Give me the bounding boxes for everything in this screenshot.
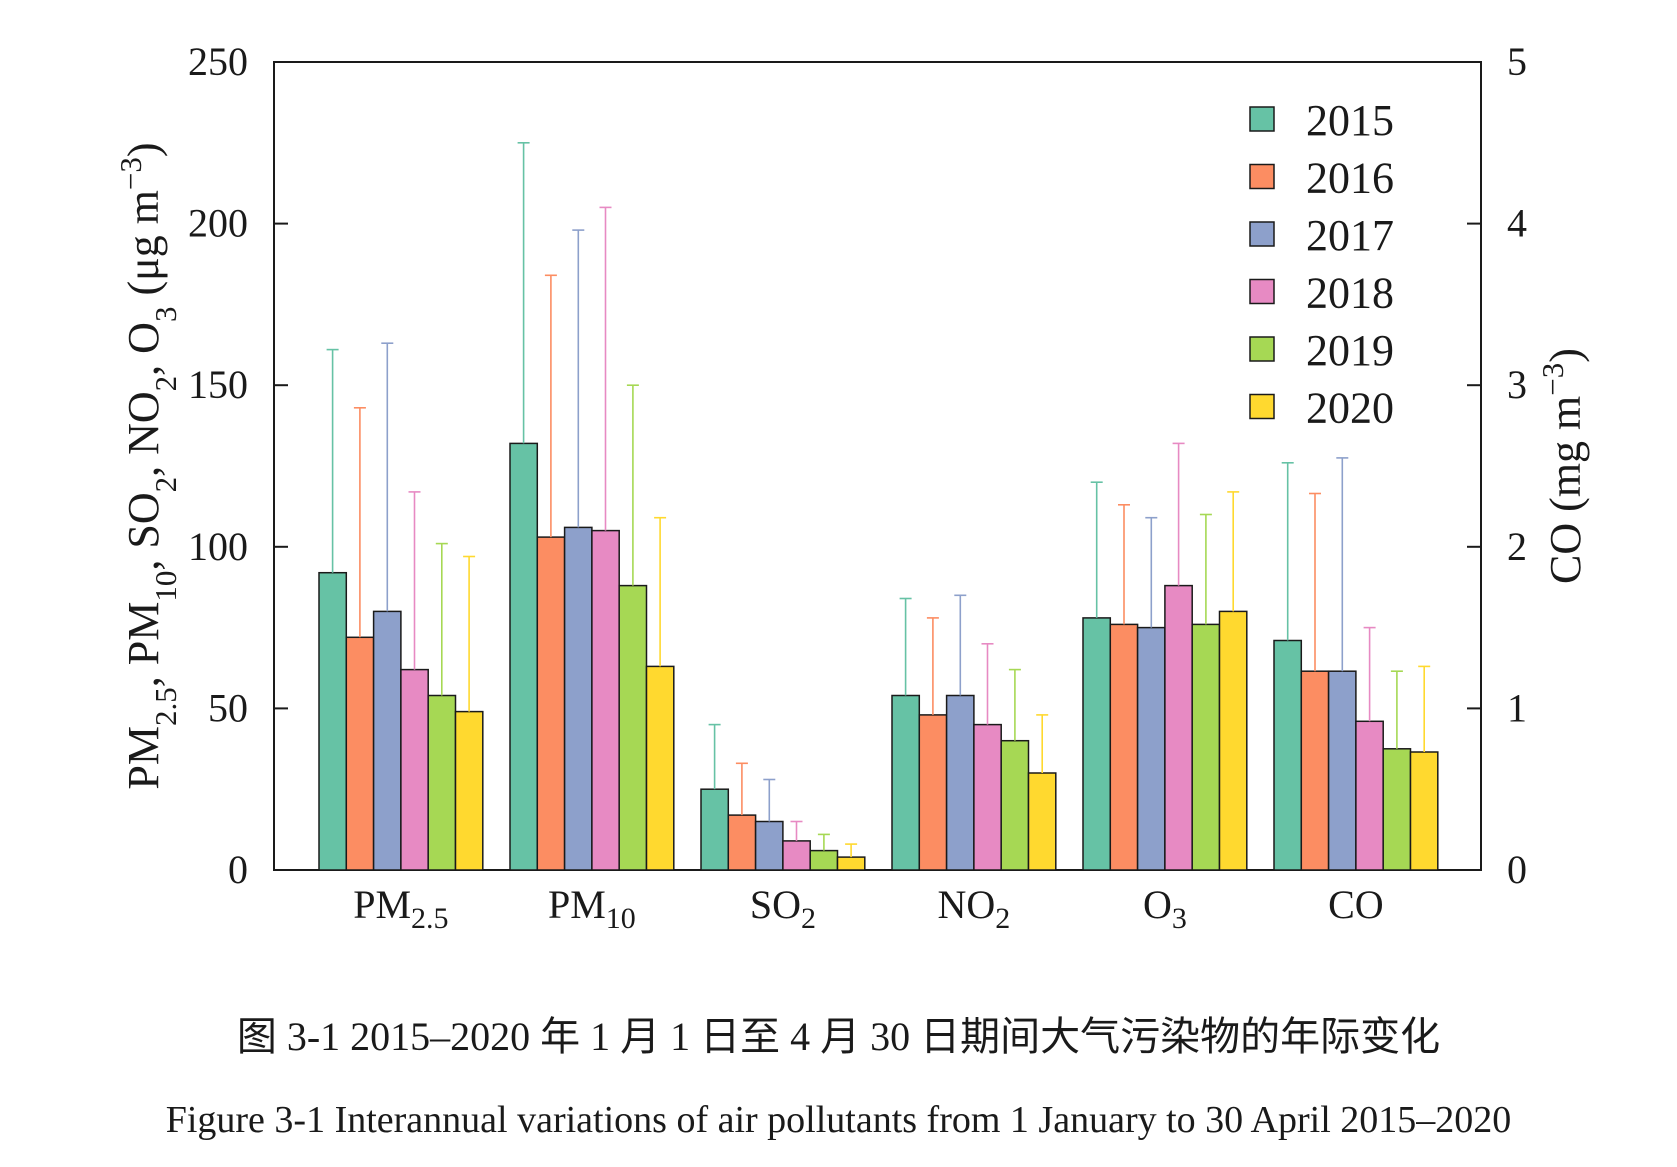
legend: 2015 2016 2017 2018 2019 2020: [1249, 96, 1394, 433]
bar-no2-2016: [918, 714, 948, 871]
x-tick-label-pm10: PM10: [548, 882, 636, 935]
bar-o3-2018: [1164, 584, 1193, 871]
left-tick-label: 50: [208, 685, 248, 730]
x-tick-label-pm25: PM2.5: [353, 882, 448, 935]
left-tick-label: 150: [188, 362, 248, 407]
x-tick-label-no2: NO2: [938, 882, 1011, 935]
bar-so2-2016: [727, 814, 757, 871]
x-tick-label-so2: SO2: [750, 882, 816, 935]
bar-co-2015: [1273, 639, 1303, 871]
legend-label-2019: 2019: [1306, 326, 1394, 375]
right-tick-label: 2: [1507, 524, 1527, 569]
bar-so2-2017: [754, 820, 784, 871]
bar-no2-2015: [891, 694, 921, 871]
bar-pm10-2018: [591, 529, 620, 871]
x-axis-labels: PM2.5 PM10 SO2 NO2 O3 CO: [353, 882, 1383, 935]
bar-no2-2017: [945, 694, 975, 871]
bar-o3-2017: [1136, 626, 1166, 871]
bar-pm10-2016: [536, 536, 566, 871]
x-tick-label-co: CO: [1328, 882, 1384, 927]
left-axis-ticks: 0 50 100 150 200 250: [188, 39, 288, 892]
bar-o3-2020: [1218, 610, 1248, 871]
legend-swatch-2015: [1249, 106, 1275, 132]
error-bars-layer: [326, 142, 1431, 858]
bar-pm25-2015: [318, 571, 348, 871]
bar-pm10-2019: [618, 584, 648, 871]
bars-layer: [318, 442, 1439, 871]
right-tick-label: 3: [1507, 362, 1527, 407]
bar-pm25-2018: [400, 668, 429, 871]
bar-pm10-2020: [645, 665, 675, 871]
bar-pm25-2017: [372, 610, 402, 871]
right-tick-label: 4: [1507, 201, 1527, 246]
bar-o3-2016: [1109, 623, 1139, 871]
bar-co-2019: [1382, 748, 1412, 871]
bar-no2-2020: [1027, 772, 1057, 871]
bar-so2-2018: [782, 840, 811, 871]
right-tick-label: 1: [1507, 685, 1527, 730]
bar-co-2017: [1327, 670, 1357, 871]
right-tick-label: 5: [1507, 39, 1527, 84]
left-tick-label: 250: [188, 39, 248, 84]
left-tick-label: 0: [228, 847, 248, 892]
legend-label-2015: 2015: [1306, 96, 1394, 145]
bar-pm10-2015: [509, 442, 539, 871]
plot-frame: [273, 61, 1482, 871]
legend-swatch-2020: [1249, 393, 1275, 420]
right-tick-label: 0: [1507, 847, 1527, 892]
legend-swatch-2018: [1249, 278, 1275, 305]
right-axis-ticks: 0 1 2 3 4 5: [1467, 39, 1527, 892]
bar-so2-2020: [836, 856, 866, 871]
bar-co-2020: [1409, 751, 1439, 871]
figure-caption-english: Figure 3-1 Interannual variations of air…: [165, 1099, 1512, 1141]
bar-pm25-2019: [427, 694, 457, 871]
bar-pm25-2016: [345, 636, 375, 871]
legend-label-2016: 2016: [1306, 154, 1394, 203]
bar-o3-2019: [1191, 623, 1221, 871]
bar-no2-2018: [973, 723, 1002, 871]
bar-pm10-2017: [563, 526, 593, 871]
left-axis-label: PM2.5, PM10, SO2, NO2, O3 (μg m−3): [113, 142, 183, 789]
bar-co-2016: [1300, 670, 1330, 871]
left-tick-label: 200: [188, 201, 248, 246]
right-axis-label: CO (mg m−3): [1535, 348, 1591, 584]
legend-swatch-2016: [1249, 163, 1275, 190]
bar-so2-2015: [700, 788, 730, 871]
legend-label-2018: 2018: [1306, 269, 1394, 318]
bar-pm25-2020: [454, 710, 484, 871]
x-tick-label-o3: O3: [1143, 882, 1187, 935]
bar-o3-2015: [1082, 617, 1112, 871]
bar-no2-2019: [1000, 739, 1030, 871]
figure-caption-chinese: 图 3-1 2015–2020 年 1 月 1 日至 4 月 30 日期间大气污…: [236, 1014, 1441, 1059]
legend-swatch-2019: [1249, 336, 1275, 362]
legend-label-2017: 2017: [1306, 211, 1394, 260]
left-tick-label: 100: [188, 524, 248, 569]
legend-swatch-2017: [1249, 221, 1275, 247]
bar-co-2018: [1355, 720, 1384, 871]
bar-so2-2019: [809, 849, 839, 871]
legend-label-2020: 2020: [1306, 384, 1394, 433]
